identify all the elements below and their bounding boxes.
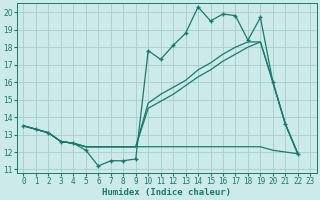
X-axis label: Humidex (Indice chaleur): Humidex (Indice chaleur) — [102, 188, 231, 197]
